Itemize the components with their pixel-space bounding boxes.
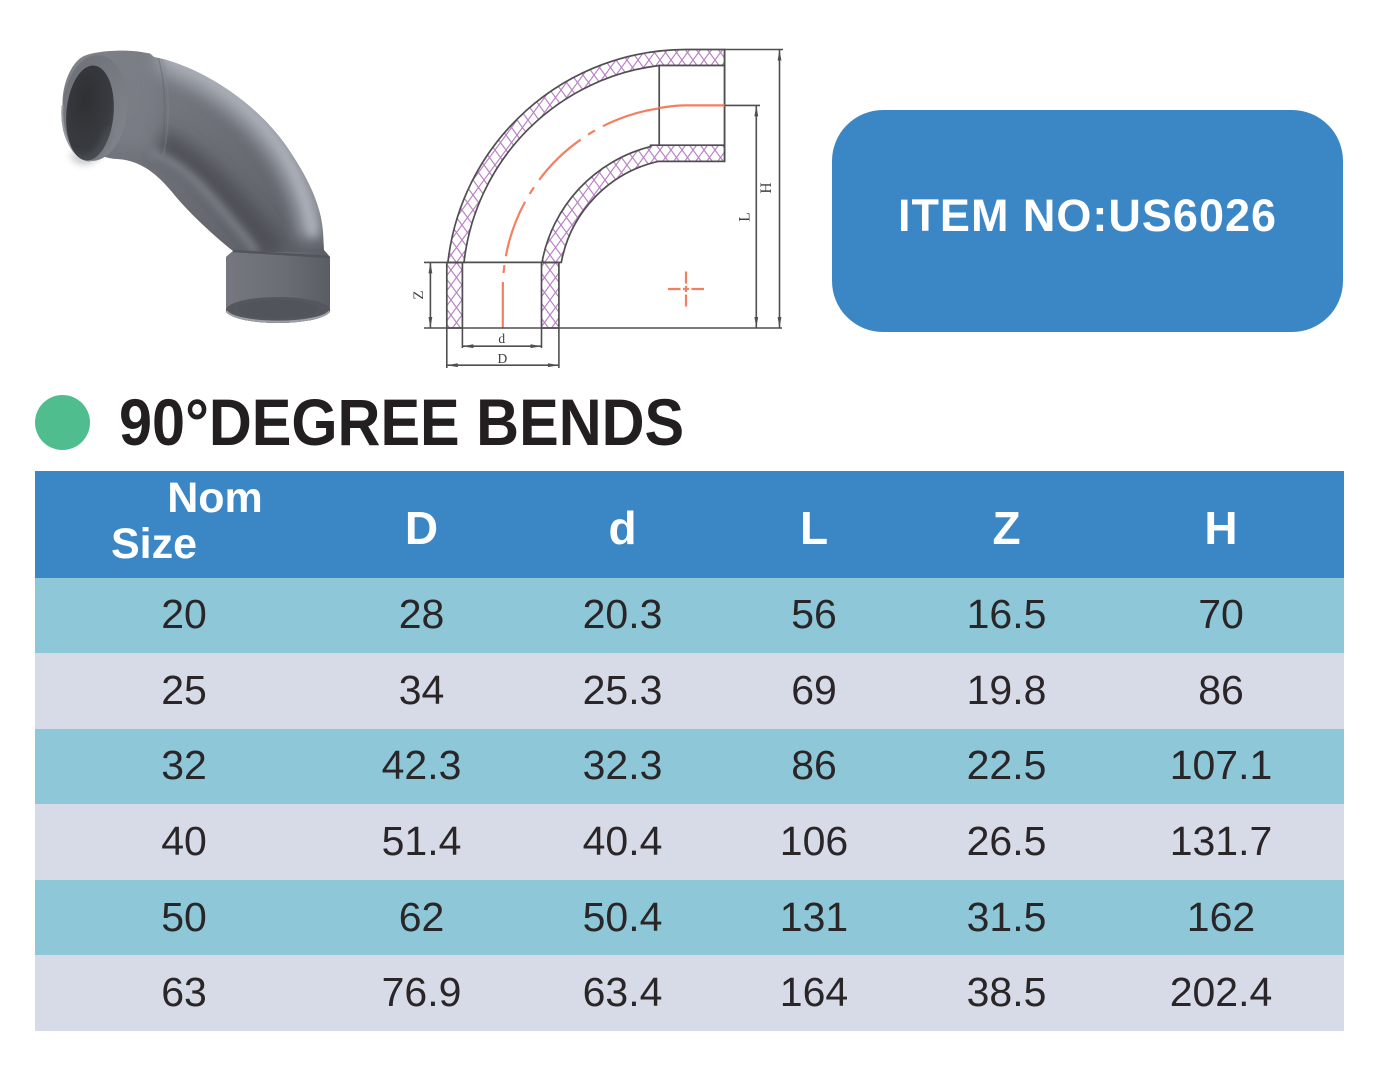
svg-text:Z: Z <box>411 290 427 299</box>
svg-text:D: D <box>498 351 508 366</box>
svg-text:L: L <box>737 212 754 221</box>
svg-text:H: H <box>758 182 775 193</box>
svg-text:d: d <box>498 331 505 346</box>
